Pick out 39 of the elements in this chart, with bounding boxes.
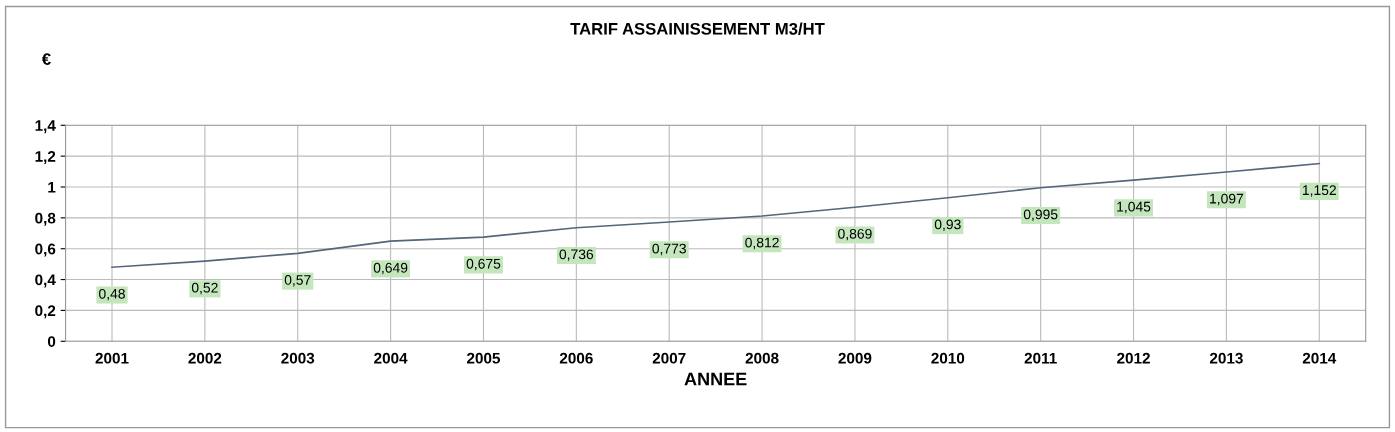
x-tick-label: 2013 (1209, 352, 1243, 364)
data-label: 0,675 (466, 258, 501, 271)
y-tick-label: 0,6 (35, 243, 56, 257)
x-tick-label: 2011 (1024, 352, 1057, 364)
data-label: 0,812 (745, 237, 779, 250)
data-label: 0,48 (99, 288, 125, 301)
y-tick-label: 1,2 (35, 151, 56, 165)
data-label: 0,93 (934, 219, 961, 231)
x-tick-label: 2010 (931, 352, 965, 364)
y-tick-label: 0,8 (35, 212, 56, 226)
x-tick-label: 2004 (374, 352, 408, 364)
data-label: 0,995 (1023, 209, 1058, 221)
x-tick-label: 2005 (467, 352, 501, 364)
data-label: 1,097 (1210, 193, 1244, 206)
y-tick-label: 0,4 (35, 274, 56, 288)
data-label: 0,57 (284, 275, 311, 287)
chart-title: TARIF ASSAINISSEMENT M3/HT (570, 22, 825, 35)
x-tick-label: 2006 (559, 352, 593, 364)
y-tick-label: 1 (48, 182, 56, 193)
data-label: 0,649 (373, 262, 408, 275)
y-tick-label: 0,2 (35, 305, 56, 319)
x-tick-label: 2012 (1117, 352, 1150, 364)
y-tick-label: 1,4 (35, 120, 56, 134)
data-label: 1,152 (1302, 185, 1336, 197)
x-tick-label: 2007 (652, 352, 686, 364)
x-tick-label: 2009 (838, 352, 872, 364)
y-axis-title: € (41, 53, 51, 65)
data-label: 0,736 (559, 249, 594, 261)
data-label: 0,869 (838, 228, 872, 241)
x-axis-title: ANNEE (684, 372, 747, 386)
data-label: 1,045 (1117, 201, 1151, 214)
x-tick-label: 2014 (1302, 352, 1337, 364)
x-tick-label: 2003 (281, 352, 315, 364)
x-tick-label: 2001 (95, 352, 129, 364)
y-tick-label: 0 (47, 336, 56, 347)
data-label: 0,52 (191, 282, 218, 295)
x-tick-label: 2008 (745, 352, 779, 364)
x-tick-label: 2002 (188, 352, 222, 364)
data-label: 0,773 (652, 243, 686, 256)
